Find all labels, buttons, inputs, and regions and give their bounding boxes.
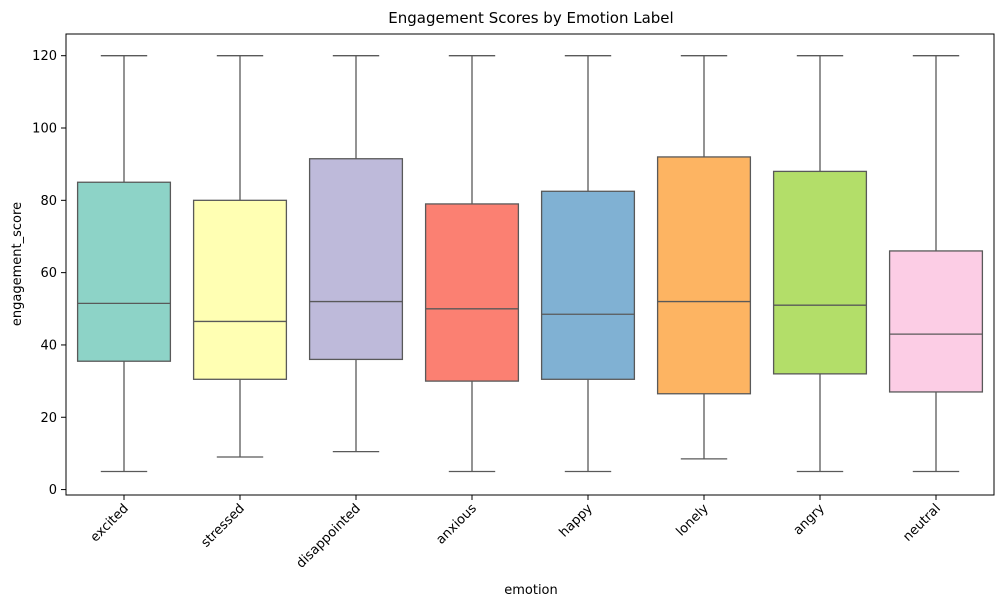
box-stressed [192,199,288,380]
y-tick-label: 60 [40,266,57,281]
box-group-angry [772,55,868,473]
box-group-anxious [424,55,520,473]
box-disappointed [308,158,404,361]
x-tick-label-disappointed: disappointed [294,501,364,571]
y-tick-label: 0 [49,483,57,498]
box-neutral [888,250,984,393]
boxes-layer [76,55,984,473]
x-axis-ticks: excited stressed disappointed anxious happy l… [88,495,944,571]
box-group-stressed [192,55,288,458]
box-happy [540,190,636,380]
chart-title: Engagement Scores by Emotion Label [388,9,673,27]
box-group-disappointed [308,55,404,453]
box-angry [772,170,868,375]
x-tick-label-happy: happy [557,501,596,540]
box-group-excited [76,55,172,473]
x-tick-label-stressed: stressed [199,501,248,550]
x-tick-label-lonely: lonely [674,501,712,539]
box-group-neutral [888,55,984,473]
x-tick-label-neutral: neutral [900,501,943,544]
x-axis-label: emotion [504,583,558,598]
plot-frame [65,33,995,496]
y-tick-label: 40 [40,338,57,353]
y-tick-label: 120 [32,49,57,64]
x-tick-label-excited: excited [88,501,132,545]
x-tick-label-anxious: anxious [434,501,480,547]
y-tick-label: 20 [40,411,57,426]
box-excited [76,181,172,362]
box-group-lonely [656,55,752,460]
y-tick-label: 100 [32,122,57,137]
x-tick-label-angry: angry [791,501,828,538]
y-axis-ticks: 0 20 40 60 80 100 120 [32,49,66,498]
box-group-happy [540,55,636,473]
box-lonely [656,156,752,395]
y-axis-label: engagement_score [10,202,25,326]
y-tick-label: 80 [40,194,57,209]
box-anxious [424,203,520,382]
